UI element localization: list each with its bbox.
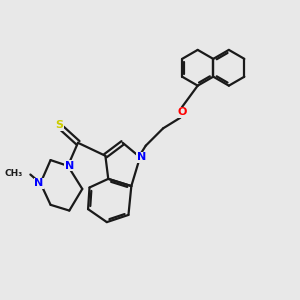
Text: N: N [137, 152, 146, 162]
Text: S: S [55, 121, 63, 130]
Text: CH₃: CH₃ [5, 169, 23, 178]
Text: N: N [34, 178, 43, 188]
Text: O: O [177, 107, 187, 118]
Text: N: N [65, 161, 74, 171]
